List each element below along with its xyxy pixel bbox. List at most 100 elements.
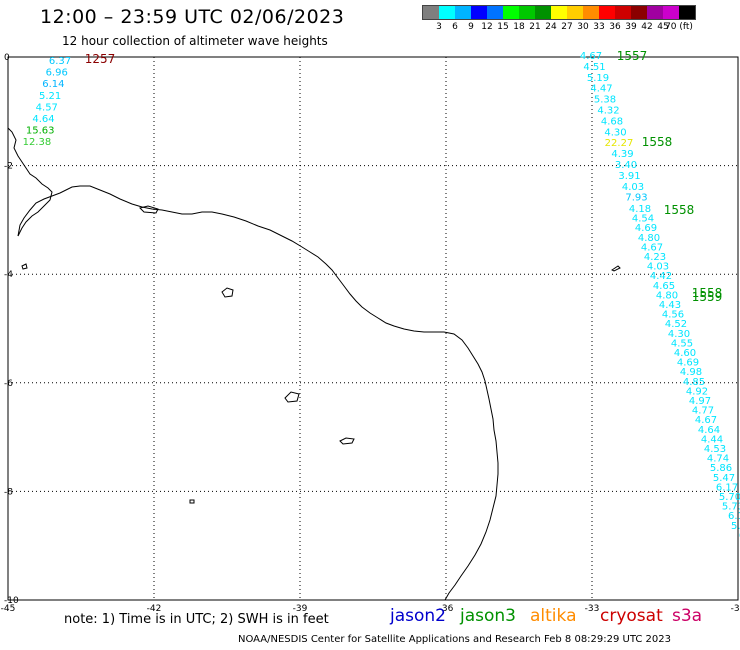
wave-height-label: 3.40: [615, 160, 637, 171]
wave-height-label: 4.64: [32, 114, 54, 125]
wave-height-label: 6.1: [728, 511, 740, 522]
color-scale-label: 70 (ft): [665, 22, 693, 32]
wave-height-label: 4.80: [638, 233, 660, 244]
color-scale-cell: [551, 6, 567, 19]
color-scale-bar: [422, 5, 696, 20]
color-scale-cell: [455, 6, 471, 19]
color-scale-label: 36: [609, 22, 621, 32]
map-subtitle: 12 hour collection of altimeter wave hei…: [62, 34, 328, 48]
wave-height-label: 4.53: [704, 444, 726, 455]
wave-height-label: 4.44: [701, 434, 723, 445]
satellite-legend-item: jason2: [390, 606, 446, 626]
satellite-legend-item: s3a: [672, 606, 703, 626]
x-tick-label: -39: [293, 604, 308, 614]
wave-height-label: 6: [739, 530, 740, 541]
wave-height-label: 5.73: [722, 502, 740, 513]
coastline-northwest: [7, 127, 53, 237]
wave-height-label: 4.55: [671, 338, 693, 349]
wave-height-label: 4.64: [698, 425, 720, 436]
color-scale-cell: [583, 6, 599, 19]
y-tick-label: -4: [4, 270, 13, 280]
color-scale-label: 15: [497, 22, 509, 32]
color-scale-label: 9: [468, 22, 474, 32]
wave-height-label: 4.54: [632, 214, 654, 225]
color-scale-ticks: 3 6 9 12 15 18 21 24 27 30 33 36 39 42 45 70 (ft): [422, 20, 696, 34]
satellite-legend-item: altika: [530, 606, 577, 626]
color-scale-cell: [503, 6, 519, 19]
color-scale-label: 12: [481, 22, 493, 32]
wave-height-label: 6.96: [46, 68, 68, 79]
wave-height-label: 5.70: [719, 492, 740, 503]
wave-height-label: 4.60: [674, 348, 696, 359]
pass-time-label: 1558: [692, 286, 723, 300]
color-scale-cell: [439, 6, 455, 19]
x-tick-label: -33: [585, 604, 600, 614]
island-7: [21, 263, 28, 270]
color-scale-cell: [423, 6, 439, 19]
wave-height-label: 4.67: [580, 51, 602, 62]
color-scale-label: 27: [561, 22, 573, 32]
color-scale-label: 42: [641, 22, 653, 32]
x-tick-label: -45: [1, 604, 16, 614]
island-3: [339, 437, 355, 445]
wave-height-label: 4.67: [641, 242, 663, 253]
wave-height-label: 4.56: [662, 310, 684, 321]
color-scale-label: 18: [513, 22, 525, 32]
footer-credit: NOAA/NESDIS Center for Satellite Applica…: [238, 634, 671, 645]
color-scale-label: 33: [593, 22, 605, 32]
pass-time-label: 1257: [85, 52, 116, 66]
color-scale-label: 24: [545, 22, 557, 32]
island-5: [189, 499, 195, 504]
altimeter-tracks: 6.376.966.145.214.574.6415.6312.384.674.…: [23, 49, 740, 541]
color-scale-cell: [679, 6, 695, 19]
wave-height-label: 4.80: [656, 290, 678, 301]
wave-height-label: 4.57: [36, 102, 58, 113]
footer-note: note: 1) Time is in UTC; 2) SWH is in fe…: [64, 612, 329, 627]
y-tick-label: -2: [4, 162, 13, 172]
color-scale-cell: [647, 6, 663, 19]
coastline: [17, 185, 499, 601]
wave-height-label: 6.37: [49, 56, 71, 67]
color-scale-cell: [567, 6, 583, 19]
color-scale-label: 39: [625, 22, 637, 32]
wave-height-label: 4.32: [597, 106, 619, 117]
pass-time-label: 1558: [642, 135, 673, 149]
axis-tick-labels: -45 -42 -39 -36 -33 -30 0 -2 -4 -6 -8 -10: [1, 53, 740, 614]
y-tick-label: -10: [4, 596, 19, 606]
pass-time-label: 1559: [692, 290, 723, 304]
x-tick-label: -36: [439, 604, 454, 614]
wave-height-label: 6.17: [716, 482, 738, 493]
x-tick-label: -42: [147, 604, 162, 614]
wave-height-label: 4.92: [686, 386, 708, 397]
wave-height-label: 6.14: [42, 79, 64, 90]
color-scale-cell: [535, 6, 551, 19]
color-scale-cell: [615, 6, 631, 19]
wave-height-label: 4.30: [604, 127, 626, 138]
wave-height-label: 4.23: [644, 252, 666, 263]
pass-time-label: 1557: [617, 49, 648, 63]
y-tick-label: -8: [4, 487, 13, 497]
wave-height-label: 4.98: [680, 367, 702, 378]
wave-height-label: 5.47: [713, 473, 735, 484]
y-tick-label: 0: [4, 53, 10, 63]
wave-height-label: 15.63: [26, 126, 55, 137]
wave-height-label: 4.51: [583, 62, 605, 73]
map-grid: [7, 56, 739, 601]
island-6: [611, 265, 621, 272]
wave-height-label: 4.69: [635, 223, 657, 234]
wave-height-label: 4.68: [601, 116, 623, 127]
color-scale-legend: 3 6 9 12 15 18 21 24 27 30 33 36 39 42 45 70 (ft): [422, 5, 696, 34]
wave-height-label: 5.38: [594, 95, 616, 106]
wave-height-label: 5.19: [587, 73, 609, 84]
wave-height-label: 4.03: [647, 262, 669, 273]
color-scale-cell: [471, 6, 487, 19]
wave-height-label: 4.03: [622, 182, 644, 193]
map-title: 12:00 – 23:59 UTC 02/06/2023: [40, 6, 345, 28]
color-scale-label: 30: [577, 22, 589, 32]
color-scale-cell: [487, 6, 503, 19]
wave-height-label: 5.86: [710, 463, 732, 474]
wave-height-label: 4.67: [695, 415, 717, 426]
color-scale-label: 6: [452, 22, 458, 32]
wave-height-label: 4.77: [692, 406, 714, 417]
